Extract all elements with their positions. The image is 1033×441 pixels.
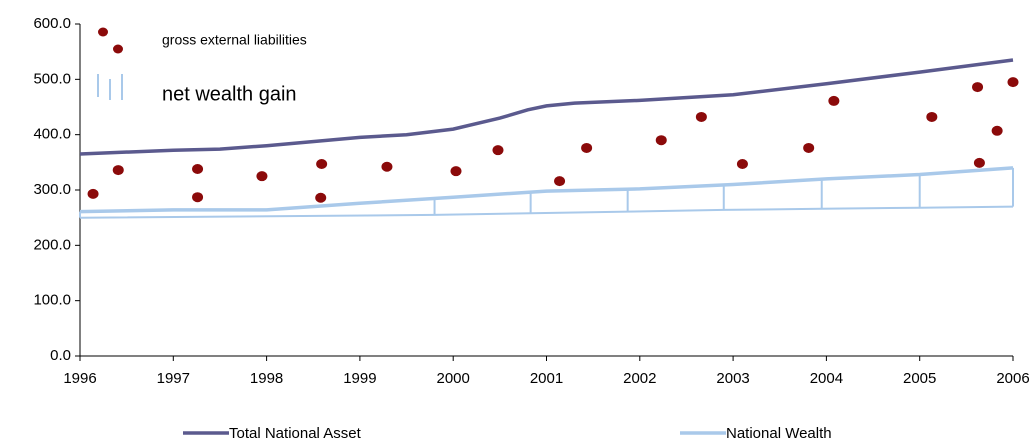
scatter-point	[87, 188, 99, 199]
x-tick-label: 1996	[63, 370, 96, 387]
legend-symbol	[98, 27, 108, 37]
y-tick-label: 600.0	[33, 15, 71, 32]
x-tick-label: 2002	[623, 370, 656, 387]
x-tick-label: 2005	[903, 370, 936, 387]
scatter-point	[315, 192, 327, 203]
x-tick-label: 1998	[250, 370, 283, 387]
x-tick-label: 2004	[810, 370, 843, 387]
legend-label: gross external liabilities	[162, 32, 307, 48]
scatter-point	[256, 171, 268, 182]
series-line	[79, 166, 1014, 214]
y-tick-label: 400.0	[33, 126, 71, 143]
scatter-point	[192, 163, 204, 174]
range-base-line	[79, 205, 1014, 219]
x-tick-label: 2000	[437, 370, 470, 387]
scatter-point	[973, 157, 985, 168]
scatter-point	[492, 145, 504, 156]
scatter-point	[450, 166, 462, 177]
x-tick-label: 2003	[716, 370, 749, 387]
legend-label: net wealth gain	[162, 83, 297, 105]
scatter-point	[655, 135, 667, 146]
scatter-point	[736, 158, 748, 169]
y-tick-label: 0.0	[50, 347, 71, 364]
scatter-point	[112, 165, 124, 176]
y-tick-label: 100.0	[33, 292, 71, 309]
scatter-point	[926, 111, 938, 122]
scatter-point	[554, 176, 566, 187]
scatter-point	[381, 161, 393, 172]
legend-label: National Wealth	[726, 425, 832, 441]
x-tick-label: 2001	[530, 370, 563, 387]
y-tick-label: 200.0	[33, 236, 71, 253]
y-tick-label: 500.0	[33, 70, 71, 87]
scatter-point	[828, 95, 840, 106]
scatter-point	[972, 82, 984, 93]
scatter-point	[316, 158, 328, 169]
series-line	[79, 58, 1014, 156]
x-tick-label: 2006	[996, 370, 1029, 387]
scatter-point	[695, 111, 707, 122]
scatter-point	[803, 142, 815, 153]
scatter-point	[192, 192, 204, 203]
legend-label: Total National Asset	[229, 425, 362, 441]
scatter-point	[581, 142, 593, 153]
x-tick-label: 1997	[157, 370, 190, 387]
scatter-point	[991, 125, 1003, 136]
x-tick-label: 1999	[343, 370, 376, 387]
legend-symbol	[113, 44, 123, 54]
scatter-point	[1007, 77, 1019, 88]
y-tick-label: 300.0	[33, 181, 71, 198]
